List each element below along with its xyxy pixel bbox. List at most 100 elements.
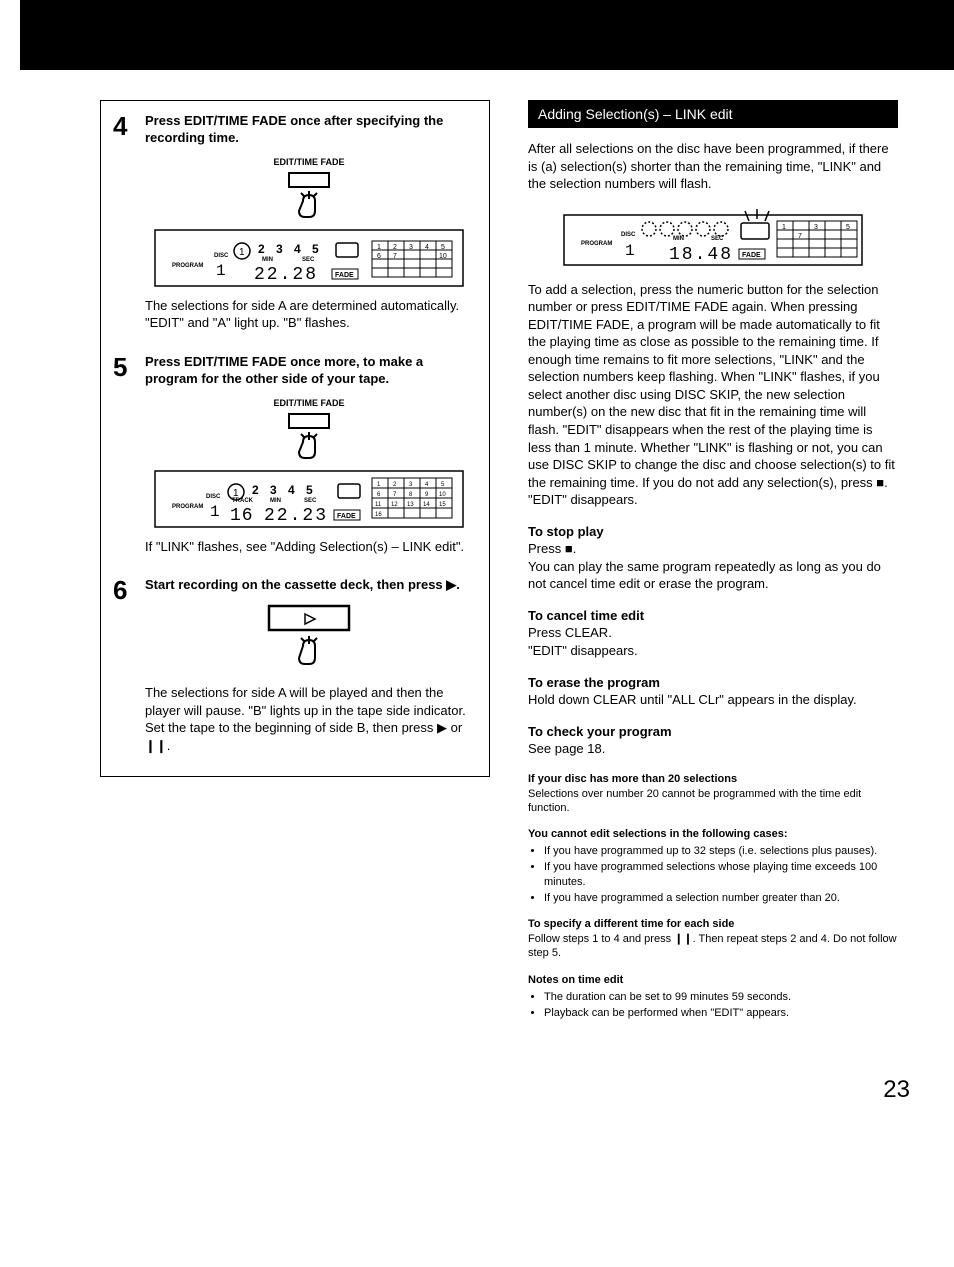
step-title: Start recording on the cassette deck, th…: [145, 577, 473, 594]
svg-text:4: 4: [294, 242, 301, 256]
svg-text:DISC: DISC: [621, 232, 636, 238]
svg-text:10: 10: [439, 492, 446, 498]
step-5: 5 Press EDIT/TIME FADE once more, to mak…: [113, 354, 473, 561]
svg-text:SEC: SEC: [711, 236, 724, 242]
svg-text:2: 2: [393, 244, 397, 251]
svg-text:MIN: MIN: [262, 257, 273, 263]
list-cannot: If you have programmed up to 32 steps (i…: [528, 844, 898, 905]
top-black-bar: [20, 0, 954, 70]
svg-text:SEC: SEC: [304, 498, 317, 504]
subhead-cannot: You cannot edit selections in the follow…: [528, 827, 898, 842]
button-label: EDIT/TIME FADE: [145, 157, 473, 167]
button-press-diagram: EDIT/TIME FADE: [145, 398, 473, 462]
step-after-text: The selections for side A are determined…: [145, 297, 473, 332]
button-label: EDIT/TIME FADE: [145, 398, 473, 408]
list-item: If you have programmed selections whose …: [544, 860, 898, 889]
svg-text:7: 7: [393, 253, 397, 260]
svg-text:MIN: MIN: [673, 236, 684, 242]
program-label: PROGRAM: [172, 263, 203, 269]
button-press-diagram: EDIT/TIME FADE: [145, 157, 473, 221]
list-item: If you have programmed a selection numbe…: [544, 891, 898, 905]
svg-text:1: 1: [377, 244, 381, 251]
right-column: Adding Selection(s) – LINK edit After al…: [528, 100, 898, 1026]
subhead-check: To check your program: [528, 723, 898, 741]
svg-text:16: 16: [375, 512, 382, 518]
svg-text:MIN: MIN: [270, 498, 281, 504]
page-number: 23: [0, 1076, 910, 1104]
svg-text:10: 10: [439, 253, 447, 260]
svg-text:13: 13: [407, 502, 414, 508]
steps-box: 4 Press EDIT/TIME FADE once after specif…: [100, 100, 490, 777]
svg-text:TRACK: TRACK: [232, 498, 254, 504]
svg-text:FADE: FADE: [742, 252, 761, 259]
text-diff: Follow steps 1 to 4 and press ❙❙. Then r…: [528, 932, 898, 961]
svg-text:DISC: DISC: [206, 494, 221, 500]
step-number: 5: [113, 354, 135, 561]
step-number: 6: [113, 577, 135, 760]
svg-text:12: 12: [391, 502, 398, 508]
subhead-cancel: To cancel time edit: [528, 607, 898, 625]
svg-text:1: 1: [625, 242, 635, 260]
svg-text:6: 6: [377, 253, 381, 260]
text-check: See page 18.: [528, 740, 898, 758]
step-title: Press EDIT/TIME FADE once after specifyi…: [145, 113, 473, 147]
text-more20: Selections over number 20 cannot be prog…: [528, 787, 898, 816]
svg-text:4: 4: [288, 483, 295, 497]
text-cancel: Press CLEAR. "EDIT" disappears.: [528, 624, 898, 659]
svg-text:2: 2: [252, 483, 259, 497]
subhead-diff: To specify a different time for each sid…: [528, 917, 898, 932]
list-item: If you have programmed up to 32 steps (i…: [544, 844, 898, 858]
text-erase: Hold down CLEAR until "ALL CLr" appears …: [528, 691, 898, 709]
svg-text:22.23: 22.23: [264, 506, 328, 526]
display-panel-4: PROGRAM DISC 1 1 2 3 4 5 MIN SEC: [145, 229, 473, 287]
left-column: 4 Press EDIT/TIME FADE once after specif…: [100, 100, 490, 1026]
svg-text:1: 1: [210, 503, 220, 521]
intro-paragraph: After all selections on the disc have be…: [528, 140, 898, 193]
step-after-text: If "LINK" flashes, see "Adding Selection…: [145, 538, 473, 556]
svg-text:18.48: 18.48: [669, 245, 733, 265]
time-value: 22.28: [254, 265, 318, 285]
svg-text:5: 5: [846, 224, 850, 231]
svg-text:1: 1: [782, 224, 786, 231]
list-item: The duration can be set to 99 minutes 59…: [544, 990, 898, 1004]
svg-text:16: 16: [230, 506, 254, 526]
svg-text:FADE: FADE: [337, 513, 356, 520]
svg-text:3: 3: [814, 224, 818, 231]
display-panel-link: PROGRAM DISC 1 MIN SEC 18.48 FADE: [528, 207, 898, 273]
step-4: 4 Press EDIT/TIME FADE once after specif…: [113, 113, 473, 338]
subhead-stop-play: To stop play: [528, 523, 898, 541]
section-title: Adding Selection(s) – LINK edit: [528, 100, 898, 128]
svg-text:11: 11: [375, 502, 382, 508]
svg-text:1: 1: [239, 247, 245, 258]
page-content: 4 Press EDIT/TIME FADE once after specif…: [0, 70, 954, 1056]
svg-text:4: 4: [425, 244, 429, 251]
svg-text:5: 5: [441, 244, 445, 251]
disc-label: DISC: [214, 253, 229, 259]
display-panel-5: PROGRAM DISC 1 1 2 3 4 5 TRACK MIN SEC: [145, 470, 473, 528]
svg-text:3: 3: [409, 244, 413, 251]
svg-text:15: 15: [439, 502, 446, 508]
svg-text:5: 5: [306, 483, 313, 497]
svg-text:PROGRAM: PROGRAM: [172, 504, 203, 510]
svg-text:2: 2: [258, 242, 265, 256]
svg-text:7: 7: [798, 233, 802, 240]
subhead-erase: To erase the program: [528, 674, 898, 692]
svg-text:14: 14: [423, 502, 430, 508]
step-6: 6 Start recording on the cassette deck, …: [113, 577, 473, 760]
svg-text:3: 3: [276, 242, 283, 256]
play-button-diagram: [145, 604, 473, 674]
svg-text:5: 5: [312, 242, 319, 256]
svg-text:3: 3: [270, 483, 277, 497]
step-number: 4: [113, 113, 135, 338]
step-after-text: The selections for side A will be played…: [145, 684, 473, 754]
subhead-more20: If your disc has more than 20 selections: [528, 772, 898, 787]
text-stop-play: Press ■. You can play the same program r…: [528, 540, 898, 593]
list-item: Playback can be performed when "EDIT" ap…: [544, 1006, 898, 1020]
subhead-notes: Notes on time edit: [528, 973, 898, 988]
step-title: Press EDIT/TIME FADE once more, to make …: [145, 354, 473, 388]
body-paragraph: To add a selection, press the numeric bu…: [528, 281, 898, 509]
list-notes: The duration can be set to 99 minutes 59…: [528, 990, 898, 1021]
disc-value: 1: [216, 262, 226, 280]
svg-text:PROGRAM: PROGRAM: [581, 241, 612, 247]
svg-text:FADE: FADE: [335, 272, 354, 279]
